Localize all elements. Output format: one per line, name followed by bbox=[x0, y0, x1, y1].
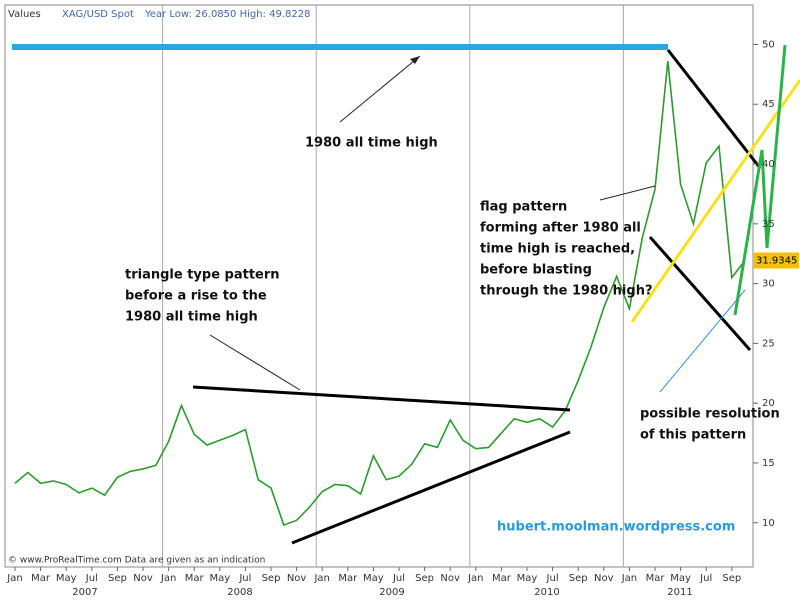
x-tick-label: Jan bbox=[313, 573, 329, 584]
x-tick-label: Mar bbox=[31, 573, 51, 584]
annotation: through the 1980 high? bbox=[480, 284, 653, 299]
triangle-top bbox=[192, 385, 571, 412]
x-tick-label: Mar bbox=[338, 573, 358, 584]
y-tick-label: 15 bbox=[762, 458, 775, 469]
annotation: time high is reached, bbox=[480, 242, 635, 257]
x-tick-label: Sep bbox=[262, 573, 281, 584]
x-tick-label: Jul bbox=[85, 573, 98, 584]
arrow bbox=[339, 55, 421, 123]
annotation: flag pattern bbox=[480, 200, 567, 215]
annotation: 1980 all time high bbox=[125, 310, 258, 325]
x-tick-label: Jul bbox=[238, 573, 251, 584]
last-price-label: 31.9345 bbox=[756, 255, 797, 266]
annotation: 1980 all time high bbox=[305, 136, 438, 151]
year-label: 2007 bbox=[72, 587, 97, 598]
annotation: triangle type pattern bbox=[125, 268, 280, 283]
x-tick-label: Jan bbox=[6, 573, 22, 584]
y-tick-label: 45 bbox=[762, 99, 775, 110]
x-tick-label: Sep bbox=[722, 573, 741, 584]
flag-bottom bbox=[648, 236, 752, 351]
y-tick-label: 30 bbox=[762, 279, 775, 290]
flag-top bbox=[666, 49, 762, 169]
x-tick-label: Sep bbox=[569, 573, 588, 584]
y-tick-label: 40 bbox=[762, 159, 775, 170]
y-tick-label: 50 bbox=[762, 39, 775, 50]
y-tick-label: 25 bbox=[762, 338, 775, 349]
x-tick-label: May bbox=[363, 573, 384, 584]
year-label: 2009 bbox=[379, 587, 404, 598]
annotation: of this pattern bbox=[640, 428, 746, 443]
last-price-box bbox=[753, 252, 799, 269]
arrow bbox=[659, 289, 746, 393]
x-tick-label: May bbox=[670, 573, 691, 584]
annotation: forming after 1980 all bbox=[480, 221, 641, 236]
year-label: 2010 bbox=[534, 587, 559, 598]
symbol: XAG/USD Spot bbox=[62, 9, 134, 20]
credit: © www.ProRealTime.com Data are given as … bbox=[8, 556, 265, 566]
y-tick-label: 20 bbox=[762, 398, 775, 409]
plot-frame bbox=[4, 4, 754, 568]
x-tick-label: May bbox=[56, 573, 77, 584]
x-tick-label: Mar bbox=[646, 573, 666, 584]
price-line bbox=[14, 61, 746, 527]
arrow bbox=[209, 334, 301, 391]
x-tick-label: May bbox=[517, 573, 538, 584]
header: Values bbox=[8, 9, 41, 20]
y-tick-label: 35 bbox=[762, 219, 775, 230]
x-tick-label: Jul bbox=[546, 573, 559, 584]
year-label: 2008 bbox=[227, 587, 252, 598]
projection bbox=[733, 44, 787, 316]
annotation: before a rise to the bbox=[125, 289, 267, 304]
x-tick-label: May bbox=[209, 573, 230, 584]
arrow bbox=[599, 185, 656, 201]
x-tick-label: Jul bbox=[392, 573, 405, 584]
x-tick-label: Mar bbox=[492, 573, 512, 584]
y-tick-label: 10 bbox=[762, 518, 775, 529]
x-tick-label: Nov bbox=[133, 573, 153, 584]
annotation: before blasting bbox=[480, 263, 592, 278]
x-tick-label: Jul bbox=[699, 573, 712, 584]
x-tick-label: Nov bbox=[287, 573, 307, 584]
x-tick-label: Jan bbox=[467, 573, 483, 584]
triangle-bottom bbox=[291, 430, 571, 545]
arrow-head bbox=[410, 56, 420, 64]
year-range: Year Low: 26.0850 High: 49.8228 bbox=[144, 9, 310, 20]
year-label: 2011 bbox=[667, 587, 692, 598]
x-tick-label: Nov bbox=[440, 573, 460, 584]
site: hubert.moolman.wordpress.com bbox=[497, 520, 735, 535]
x-tick-label: Jan bbox=[621, 573, 637, 584]
support-line bbox=[630, 79, 800, 323]
annotation: possible resolution bbox=[640, 407, 780, 422]
x-tick-label: Mar bbox=[185, 573, 205, 584]
x-tick-label: Jan bbox=[160, 573, 176, 584]
x-tick-label: Sep bbox=[415, 573, 434, 584]
x-tick-label: Sep bbox=[108, 573, 127, 584]
x-tick-label: Nov bbox=[594, 573, 614, 584]
